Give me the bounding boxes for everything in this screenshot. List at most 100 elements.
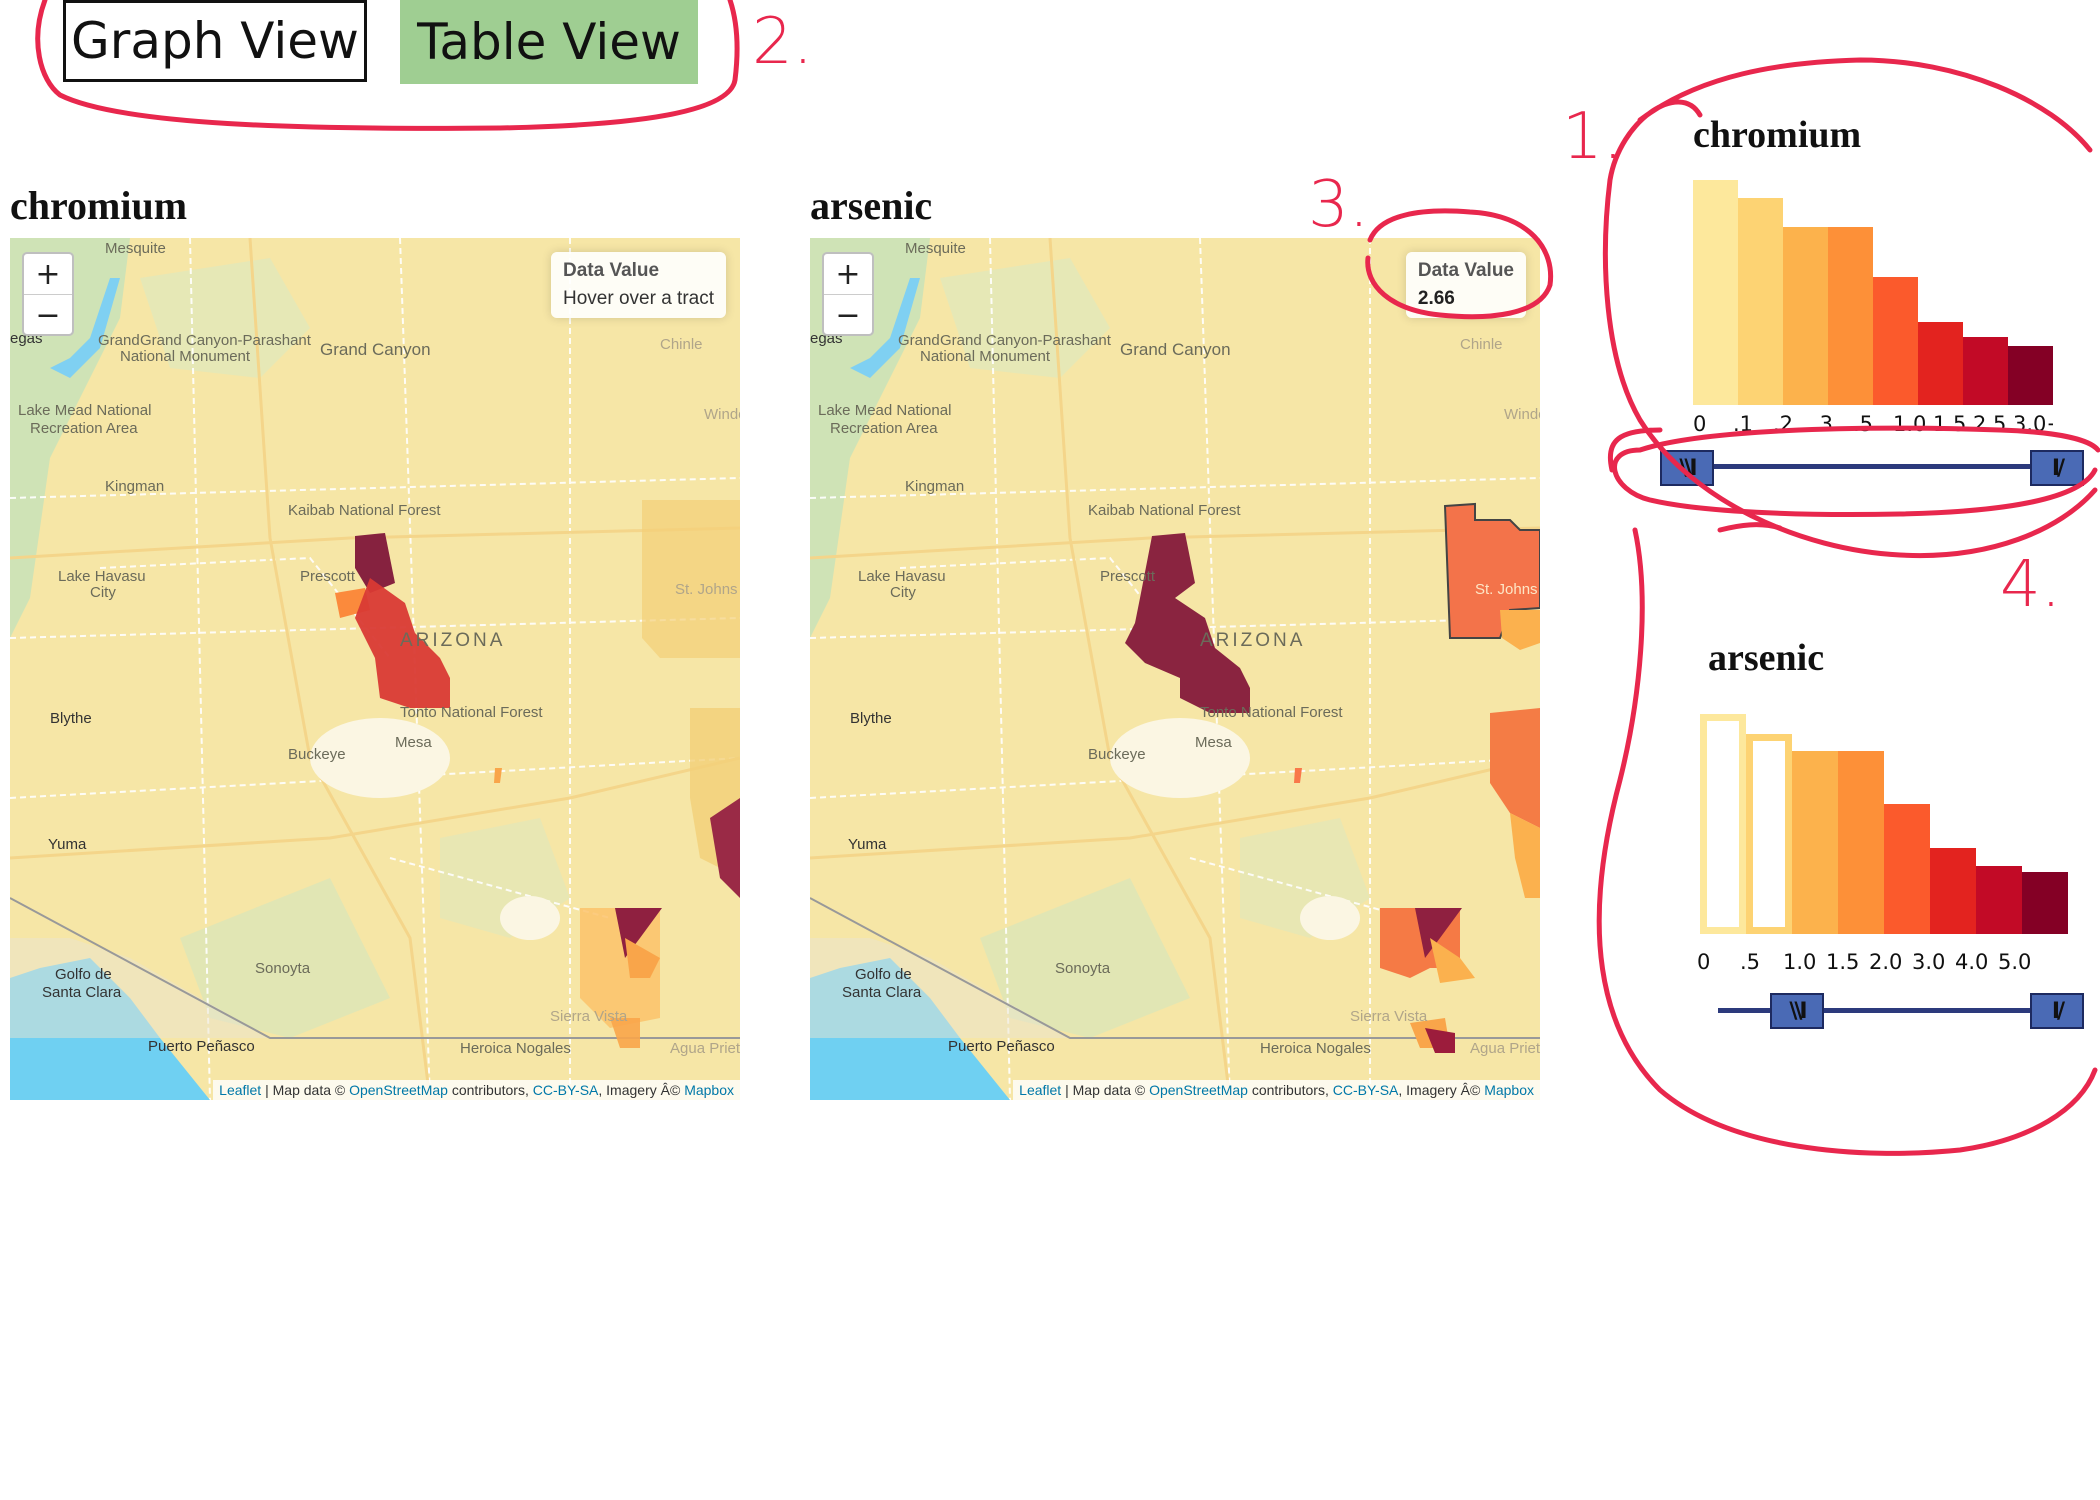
legend-tick-label: 0 (1697, 950, 1711, 974)
zoom-control: + − (822, 252, 874, 336)
legend-bin-2[interactable] (1792, 751, 1838, 934)
place-label: Heroica Nogales (1260, 1040, 1371, 1057)
place-label: Sonoyta (255, 960, 311, 977)
legend-bin-7[interactable] (2008, 346, 2053, 405)
legend-bin-1[interactable] (1738, 198, 1783, 405)
place-label: Grand (898, 332, 940, 349)
attrib-text: contributors, (447, 1082, 533, 1098)
legend-bin-6[interactable] (1976, 866, 2022, 934)
place-label: Golfo de (855, 966, 912, 983)
zoom-out-button[interactable]: − (835, 297, 861, 333)
arsenic-legend-bars[interactable] (1700, 714, 2070, 934)
map-attribution: Leaflet | Map data © OpenStreetMap contr… (213, 1080, 740, 1100)
chromium-range-max-handle[interactable]: I/ (2030, 450, 2084, 486)
legend-tick-label: 3.0 (1912, 950, 1946, 974)
leaflet-link[interactable]: Leaflet (1019, 1082, 1062, 1098)
legend-bin-2[interactable] (1783, 227, 1828, 405)
legend-tick-label: .1 (1733, 412, 1754, 436)
legend-tick-label: 1.5 (1826, 950, 1860, 974)
place-label: Kingman (105, 478, 165, 495)
legend-tick-label: 4.0 (1955, 950, 1989, 974)
place-label: Prescott (300, 568, 356, 585)
info-title: Data Value (1417, 260, 1514, 281)
place-label: Windo (704, 406, 740, 423)
attrib-text: , Imagery Â© (1398, 1082, 1485, 1098)
place-label: Tonto National Forest (1200, 704, 1343, 721)
zoom-in-button[interactable]: + (824, 254, 872, 295)
chromium-range-track[interactable] (1700, 464, 2040, 469)
graph-view-button[interactable]: Graph View (63, 0, 367, 82)
place-label: Windo (1504, 406, 1540, 423)
arsenic-range-min-handle[interactable]: \\I (1770, 993, 1824, 1029)
place-label: ARIZONA (1200, 630, 1306, 651)
data-value-info: Data Value 2.66 (1405, 252, 1526, 318)
legend-tick-label: 3.0+ (2013, 412, 2053, 436)
place-label: National Monument (920, 348, 1051, 365)
arsenic-map[interactable]: Mesquite egas Grand Canyon-Parashant Nat… (810, 238, 1540, 1100)
legend-bin-5[interactable] (1918, 322, 1963, 405)
arsenic-range-max-handle[interactable]: I/ (2030, 993, 2084, 1029)
table-view-button[interactable]: Table View (400, 0, 698, 84)
legend-bin-7[interactable] (2022, 872, 2068, 934)
chromium-legend-bars[interactable] (1693, 180, 2053, 405)
leaflet-link[interactable]: Leaflet (219, 1082, 262, 1098)
legend-bin-5[interactable] (1930, 848, 1976, 934)
data-value-info: Data Value Hover over a tract (551, 252, 726, 318)
place-label: Recreation Area (30, 420, 138, 437)
annotation-tick (1717, 522, 1783, 533)
place-label: Grand (98, 332, 140, 349)
place-label: Blythe (50, 710, 92, 727)
chromium-range-min-handle[interactable]: \\I (1660, 450, 1714, 486)
license-link[interactable]: CC-BY-SA (1332, 1082, 1399, 1098)
place-label: Kingman (905, 478, 965, 495)
map-title-arsenic: arsenic (810, 183, 933, 228)
legend-bin-3[interactable] (1828, 227, 1873, 405)
mapbox-link[interactable]: Mapbox (1484, 1082, 1534, 1098)
place-label: Kaibab National Forest (288, 502, 441, 519)
osm-link[interactable]: OpenStreetMap (1149, 1082, 1248, 1098)
chromium-map[interactable]: Mesquite egas Grand Canyon-Parashant Nat… (10, 238, 740, 1100)
place-label: Yuma (848, 836, 887, 853)
annotation-label-3: 3. (1308, 168, 1370, 242)
license-link[interactable]: CC-BY-SA (532, 1082, 599, 1098)
place-label: Golfo de (55, 966, 112, 983)
zoom-out-button[interactable]: − (35, 297, 61, 333)
place-label: Chinle (660, 336, 703, 353)
attrib-text: , Imagery Â© (598, 1082, 685, 1098)
place-label: City (90, 584, 116, 601)
legend-tick-label: 1.0 (1783, 950, 1817, 974)
place-label: Santa Clara (42, 984, 122, 1001)
place-label: Agua Prieta (1470, 1040, 1540, 1057)
mapbox-link[interactable]: Mapbox (684, 1082, 734, 1098)
place-label: Lake Mead National (18, 402, 152, 419)
zoom-control: + − (22, 252, 74, 336)
legend-bin-4[interactable] (1873, 277, 1918, 405)
osm-link[interactable]: OpenStreetMap (349, 1082, 448, 1098)
legend-bin-0[interactable] (1700, 714, 1746, 934)
legend-title-arsenic: arsenic (1708, 637, 1825, 679)
place-label: Mesquite (105, 240, 166, 257)
place-label: Heroica Nogales (460, 1040, 571, 1057)
place-label: Sierra Vista (550, 1008, 628, 1025)
legend-bin-1[interactable] (1746, 734, 1792, 934)
legend-tick-label: 2.5 (1973, 412, 2007, 436)
legend-bin-6[interactable] (1963, 337, 2008, 405)
place-label: Mesa (1195, 734, 1232, 751)
zoom-in-button[interactable]: + (24, 254, 72, 295)
annotation-label-2: 2. (752, 5, 814, 79)
place-label: Grand Canyon (1120, 340, 1231, 359)
chromium-legend-ticks: 0 .1 .2 .3 .5 1.01.52.53.0+ (1693, 412, 2053, 442)
place-label: Lake Havasu (858, 568, 946, 585)
place-label: Tonto National Forest (400, 704, 543, 721)
legend-bin-4[interactable] (1884, 804, 1930, 934)
map-base (10, 238, 740, 1100)
place-label: St. Johns (675, 581, 738, 598)
place-label: Recreation Area (830, 420, 938, 437)
place-label: Grand Canyon-Parashant (940, 332, 1111, 349)
attrib-text: contributors, (1247, 1082, 1333, 1098)
legend-tick-label: 5.0 (1998, 950, 2032, 974)
place-label: Yuma (48, 836, 87, 853)
legend-bin-0[interactable] (1693, 180, 1738, 405)
map-title-chromium: chromium (10, 183, 188, 228)
legend-bin-3[interactable] (1838, 751, 1884, 934)
